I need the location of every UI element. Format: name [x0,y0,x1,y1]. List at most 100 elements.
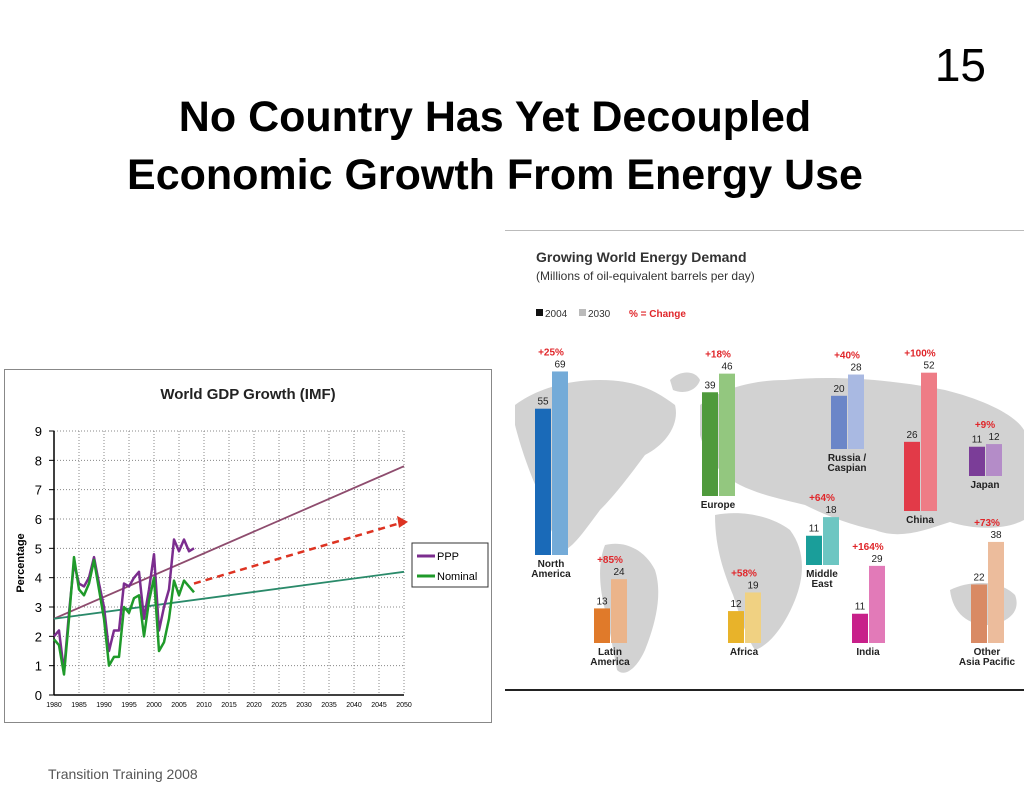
energy-region-label: East [811,579,833,590]
energy-value-2030: 24 [613,567,625,578]
energy-region-label: Other [974,647,1001,658]
energy-legend: 2004 2030 % = Change [536,309,686,320]
gdp-x-tick-label: 2020 [246,702,262,709]
energy-region-label: Asia Pacific [959,657,1016,668]
energy-bar-2030 [552,371,568,555]
gdp-x-tick-label: 2045 [371,702,387,709]
gdp-series-line [53,555,195,676]
energy-legend-swatch-2030 [579,309,586,316]
gdp-legend-box [411,542,489,588]
energy-bar-2004 [831,395,847,449]
gdp-y-tick-label: 4 [35,571,42,586]
gdp-x-tick-label: 2025 [271,702,287,709]
energy-change-label: +9% [975,420,995,431]
gdp-y-tick-label: 9 [35,424,42,439]
footer-text: Transition Training 2008 [48,766,198,782]
energy-value-2030: 19 [747,580,759,591]
energy-region-label: Russia / [828,453,867,464]
energy-value-2030: 29 [871,554,883,565]
energy-value-2004: 20 [833,384,845,395]
energy-region-india: 11 29+164% India [852,542,885,658]
energy-bar-2004 [904,441,920,511]
energy-region-japan: 11 12+9% Japan [969,420,1002,491]
energy-region-label: America [590,657,630,668]
energy-region-label: America [531,569,571,580]
gdp-trend-arrowhead [397,515,408,528]
gdp-x-tick-label: 2050 [396,702,412,709]
gdp-legend-label: Nominal [437,571,477,583]
energy-value-2030: 69 [554,359,566,370]
energy-value-2004: 13 [596,596,608,607]
energy-change-label: +25% [538,347,564,358]
energy-bar-2004 [806,535,822,565]
energy-bar-2004 [535,408,551,555]
world-map-background [515,372,1024,673]
gdp-x-tick-label: 1995 [121,702,137,709]
energy-change-label: +58% [731,568,757,579]
energy-change-label: +85% [597,555,623,566]
energy-change-label: +73% [974,518,1000,529]
slide-title: No Country Has Yet Decoupled Economic Gr… [0,88,990,204]
energy-value-2004: 22 [973,572,985,583]
energy-bar-2004 [594,608,610,643]
gdp-y-tick-label: 2 [35,629,42,644]
energy-value-2004: 11 [972,435,983,446]
energy-region-label: India [856,647,880,658]
energy-region-label: China [906,515,934,526]
energy-value-2030: 46 [721,362,733,373]
gdp-y-tick-label: 6 [35,512,42,527]
energy-region-africa: 12 19+58% Africa [728,568,761,658]
energy-legend-swatch-2004 [536,309,543,316]
gdp-x-tick-label: 1985 [71,702,87,709]
energy-region-label: Europe [701,500,736,511]
gdp-x-tick-label: 2015 [221,702,237,709]
gdp-y-tick-label: 5 [35,541,42,556]
energy-demand-chart: Growing World Energy Demand (Millions of … [505,230,1024,691]
energy-region-russia-caspian: 20 28+40% Russia /Caspian [828,351,867,474]
gdp-y-axis-label: Percentage [15,533,27,592]
energy-change-label: +40% [834,351,860,362]
energy-bar-2004 [728,611,744,643]
energy-value-2004: 12 [730,599,742,610]
gdp-x-tick-label: 2005 [171,702,187,709]
gdp-legend: PPP Nominal [411,542,489,588]
energy-change-label: +18% [705,350,731,361]
gdp-x-tick-label: 1990 [96,702,112,709]
gdp-y-tick-label: 7 [35,483,42,498]
slide-number: 15 [934,39,986,91]
energy-region-label: Caspian [828,463,867,474]
gdp-x-tick-label: 2035 [321,702,337,709]
title-line-1: No Country Has Yet Decoupled [178,93,812,141]
gdp-growth-chart: World GDP Growth (IMF) 0 1 2 3 4 5 6 7 8 9 1980 1985… [4,369,492,723]
world-map-landmass [670,372,700,392]
energy-legend-label-2004: 2004 [545,309,568,320]
energy-region-europe: 39 46+18% Europe [701,350,736,511]
energy-value-2030: 28 [850,363,862,374]
energy-region-label: Japan [971,480,1000,491]
energy-value-2004: 11 [855,602,866,613]
energy-region-label: Middle [806,569,838,580]
energy-bar-2030 [719,373,735,496]
energy-bar-2004 [969,446,985,476]
gdp-y-tick-label: 3 [35,600,42,615]
energy-bar-2030 [986,444,1002,476]
energy-value-2030: 38 [990,530,1002,541]
energy-value-2030: 52 [923,361,935,372]
energy-chart-title: Growing World Energy Demand [536,249,747,265]
gdp-trend-line [53,465,405,620]
gdp-trend-line [53,570,405,620]
energy-value-2004: 11 [809,524,820,535]
gdp-y-tick-label: 1 [35,659,42,674]
gdp-x-tick-label: 2030 [296,702,312,709]
energy-bar-2030 [823,517,839,565]
energy-bar-2004 [971,584,987,643]
energy-chart-subtitle: (Millions of oil-equivalent barrels per … [536,269,755,283]
gdp-chart-title: World GDP Growth (IMF) [160,386,335,403]
gdp-chart-frame [4,369,492,723]
energy-value-2004: 39 [704,380,716,391]
energy-region-china: 26 52+100% China [904,349,937,526]
energy-bar-2030 [611,579,627,643]
energy-value-2030: 12 [988,432,1000,443]
